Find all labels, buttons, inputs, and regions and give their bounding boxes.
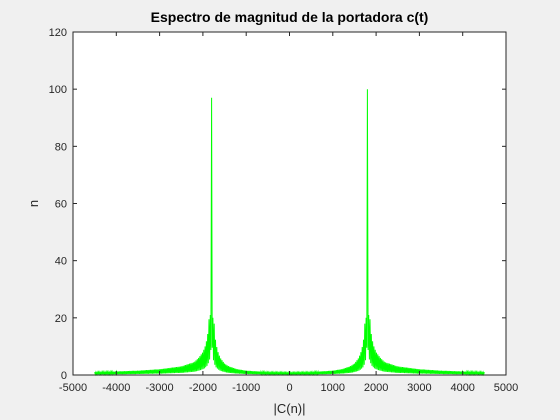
y-tick-label: 20	[55, 313, 67, 325]
x-tick-label: 4000	[450, 382, 474, 394]
x-tick-label: -2000	[189, 382, 217, 394]
x-tick-label: -4000	[102, 382, 130, 394]
x-axis-label: |C(n)|	[273, 401, 305, 416]
y-tick-label: 40	[55, 256, 67, 268]
y-axis-ticks: 0 20 40 60 80 100 120	[49, 27, 506, 382]
chart-title: Espectro de magnitud de la portadora c(t…	[151, 9, 429, 25]
x-tick-label: 3000	[407, 382, 431, 394]
y-axis-label: n	[26, 200, 41, 207]
y-tick-label: 120	[49, 27, 67, 39]
x-tick-label: 1000	[321, 382, 345, 394]
x-tick-label: -5000	[59, 382, 87, 394]
plot-area	[73, 32, 506, 375]
x-tick-label: 0	[286, 382, 292, 394]
y-tick-label: 0	[61, 370, 67, 382]
y-tick-label: 60	[55, 199, 67, 211]
x-tick-label: 2000	[364, 382, 388, 394]
x-axis-ticks: -5000 -4000 -3000 -2000 -1000 0 1000 2000 3000 40…	[59, 32, 518, 394]
x-tick-label: -3000	[146, 382, 174, 394]
y-tick-label: 100	[49, 84, 67, 96]
x-tick-label: 5000	[494, 382, 518, 394]
x-tick-label: -1000	[232, 382, 260, 394]
y-tick-label: 80	[55, 141, 67, 153]
